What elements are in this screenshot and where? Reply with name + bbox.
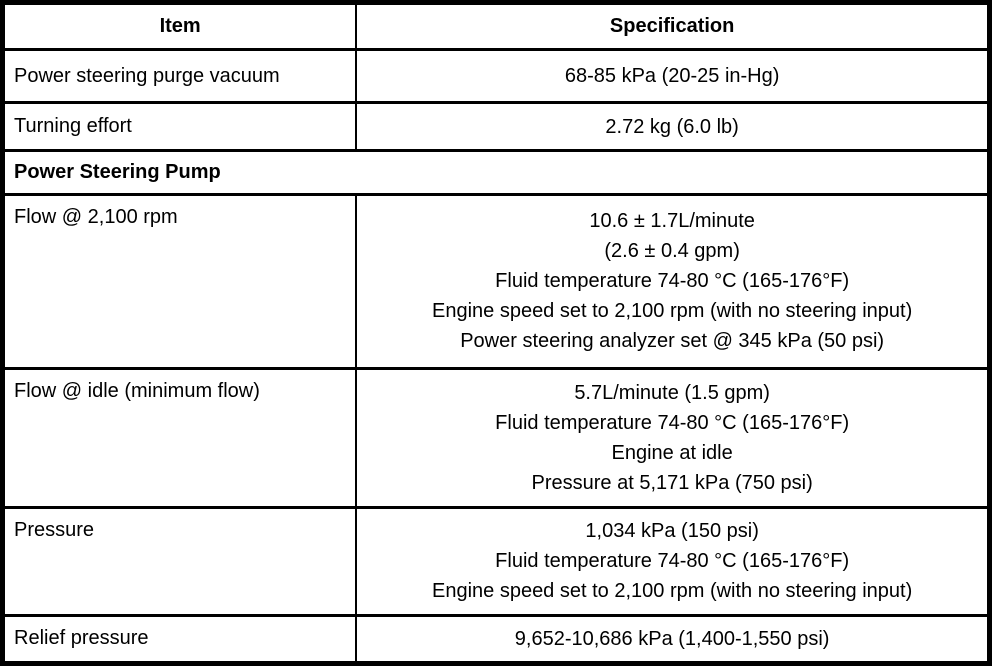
spec-line: Pressure at 5,171 kPa (750 psi) <box>531 471 813 494</box>
spec-line: Engine speed set to 2,100 rpm (with no s… <box>431 300 913 323</box>
spec-line: (2.6 ± 0.4 gpm) <box>604 240 740 263</box>
table-row: Power steering purge vacuum 68-85 kPa (2… <box>1 47 991 105</box>
table-row: Pressure 1,034 kPa (150 psi) Fluid tempe… <box>1 505 991 617</box>
spec-line: 68-85 kPa (20-25 in-Hg) <box>564 65 780 88</box>
column-header-specification: Specification <box>355 1 991 51</box>
spec-line: 9,652-10,686 kPa (1,400-1,550 psi) <box>514 627 830 650</box>
item-cell: Relief pressure <box>1 613 358 666</box>
spec-line: 1,034 kPa (150 psi) <box>585 520 759 543</box>
spec-cell: 2.72 kg (6.0 lb) <box>355 101 991 152</box>
item-cell: Power steering purge vacuum <box>1 47 358 105</box>
spec-line: Fluid temperature 74-80 °C (165-176°F) <box>495 270 850 293</box>
table-row: Turning effort 2.72 kg (6.0 lb) <box>1 101 991 152</box>
item-cell: Pressure <box>1 505 358 617</box>
spec-cell: 10.6 ± 1.7L/minute (2.6 ± 0.4 gpm) Fluid… <box>355 193 991 370</box>
section-header: Power Steering Pump <box>1 148 991 197</box>
item-cell: Flow @ 2,100 rpm <box>1 193 358 370</box>
table-row: Relief pressure 9,652-10,686 kPa (1,400-… <box>1 613 991 666</box>
table-row: Flow @ idle (minimum flow) 5.7L/minute (… <box>1 366 991 509</box>
spec-line: Engine speed set to 2,100 rpm (with no s… <box>431 580 913 603</box>
header-row: Item Specification <box>1 1 991 51</box>
table-row: Flow @ 2,100 rpm 10.6 ± 1.7L/minute (2.6… <box>1 193 991 370</box>
spec-line: 2.72 kg (6.0 lb) <box>605 115 739 138</box>
spec-line: Fluid temperature 74-80 °C (165-176°F) <box>495 550 850 573</box>
spec-line: 10.6 ± 1.7L/minute <box>589 210 755 233</box>
item-cell: Flow @ idle (minimum flow) <box>1 366 358 509</box>
spec-cell: 1,034 kPa (150 psi) Fluid temperature 74… <box>355 505 991 617</box>
item-cell: Turning effort <box>1 101 358 152</box>
spec-line: Engine at idle <box>611 441 733 464</box>
spec-cell: 9,652-10,686 kPa (1,400-1,550 psi) <box>355 613 991 666</box>
section-row: Power Steering Pump <box>1 148 991 197</box>
spec-cell: 68-85 kPa (20-25 in-Hg) <box>355 47 991 105</box>
spec-line: Power steering analyzer set @ 345 kPa (5… <box>460 330 885 353</box>
spec-cell: 5.7L/minute (1.5 gpm) Fluid temperature … <box>355 366 991 509</box>
spec-line: Fluid temperature 74-80 °C (165-176°F) <box>495 411 850 434</box>
spec-line: 5.7L/minute (1.5 gpm) <box>574 381 770 404</box>
column-header-item: Item <box>1 1 358 51</box>
